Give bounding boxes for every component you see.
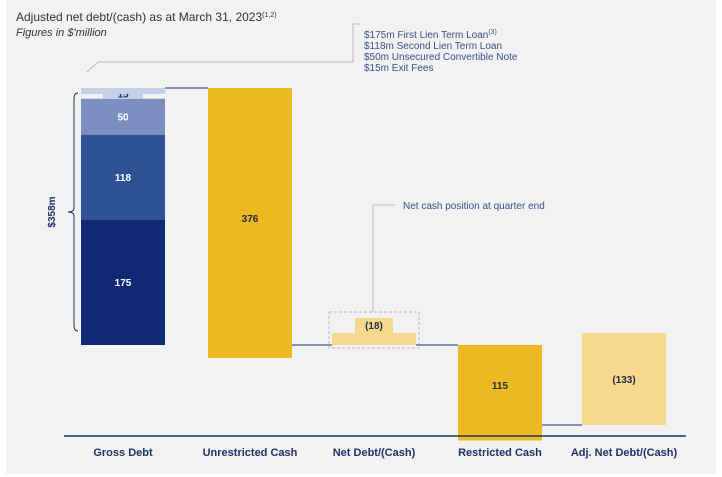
net-cash-note: Net cash position at quarter end [403, 201, 545, 212]
title-footnote: (1,2) [262, 12, 277, 19]
category-label: Gross Debt [93, 447, 153, 459]
gross-debt-total-label: $358m [47, 196, 58, 227]
gross-debt-total-brace [67, 92, 79, 332]
step-bar [582, 333, 666, 425]
step-label: (18) [365, 321, 383, 332]
net-debt-highlight-box [328, 311, 420, 349]
category-label: Restricted Cash [458, 447, 542, 459]
chart-subtitle: Figures in $'million [16, 27, 107, 39]
restricted-cash-bar [458, 345, 542, 425]
gross-debt-segment [81, 98, 165, 135]
category-label: Unrestricted Cash [203, 447, 298, 459]
chart-title: Adjusted net debt/(cash) as at March 31,… [16, 10, 277, 24]
net-cash-leader [372, 204, 395, 312]
debt-breakdown-line: $50m Unsecured Convertible Note [364, 52, 518, 63]
net-debt-tab [355, 318, 393, 334]
step-bar [208, 88, 292, 358]
step-label: (133) [612, 375, 635, 386]
gross-debt-cap [81, 88, 165, 94]
gross-debt-segment-label: 175 [115, 278, 132, 289]
debt-breakdown-line: $15m Exit Fees [364, 63, 433, 74]
debt-breakdown-line: $118m Second Lien Term Loan [364, 41, 502, 52]
debt-breakdown-leader [86, 23, 360, 73]
gross-debt-segment-label: 50 [117, 113, 129, 124]
step-bar [332, 333, 416, 345]
gross-debt-segment [81, 134, 165, 220]
gross-debt-segment-label: 118 [115, 173, 132, 184]
category-label: Adj. Net Debt/(Cash) [571, 447, 678, 459]
category-label: Net Debt/(Cash) [333, 447, 416, 459]
debt-breakdown-line: $175m First Lien Term Loan(3) [364, 29, 497, 41]
gross-debt-segment-label: 15 [117, 89, 129, 100]
step-label: 376 [242, 214, 259, 225]
gross-debt-segment [81, 219, 165, 345]
chart-header: Adjusted net debt/(cash) as at March 31,… [16, 10, 277, 39]
step-label: 115 [492, 381, 509, 392]
